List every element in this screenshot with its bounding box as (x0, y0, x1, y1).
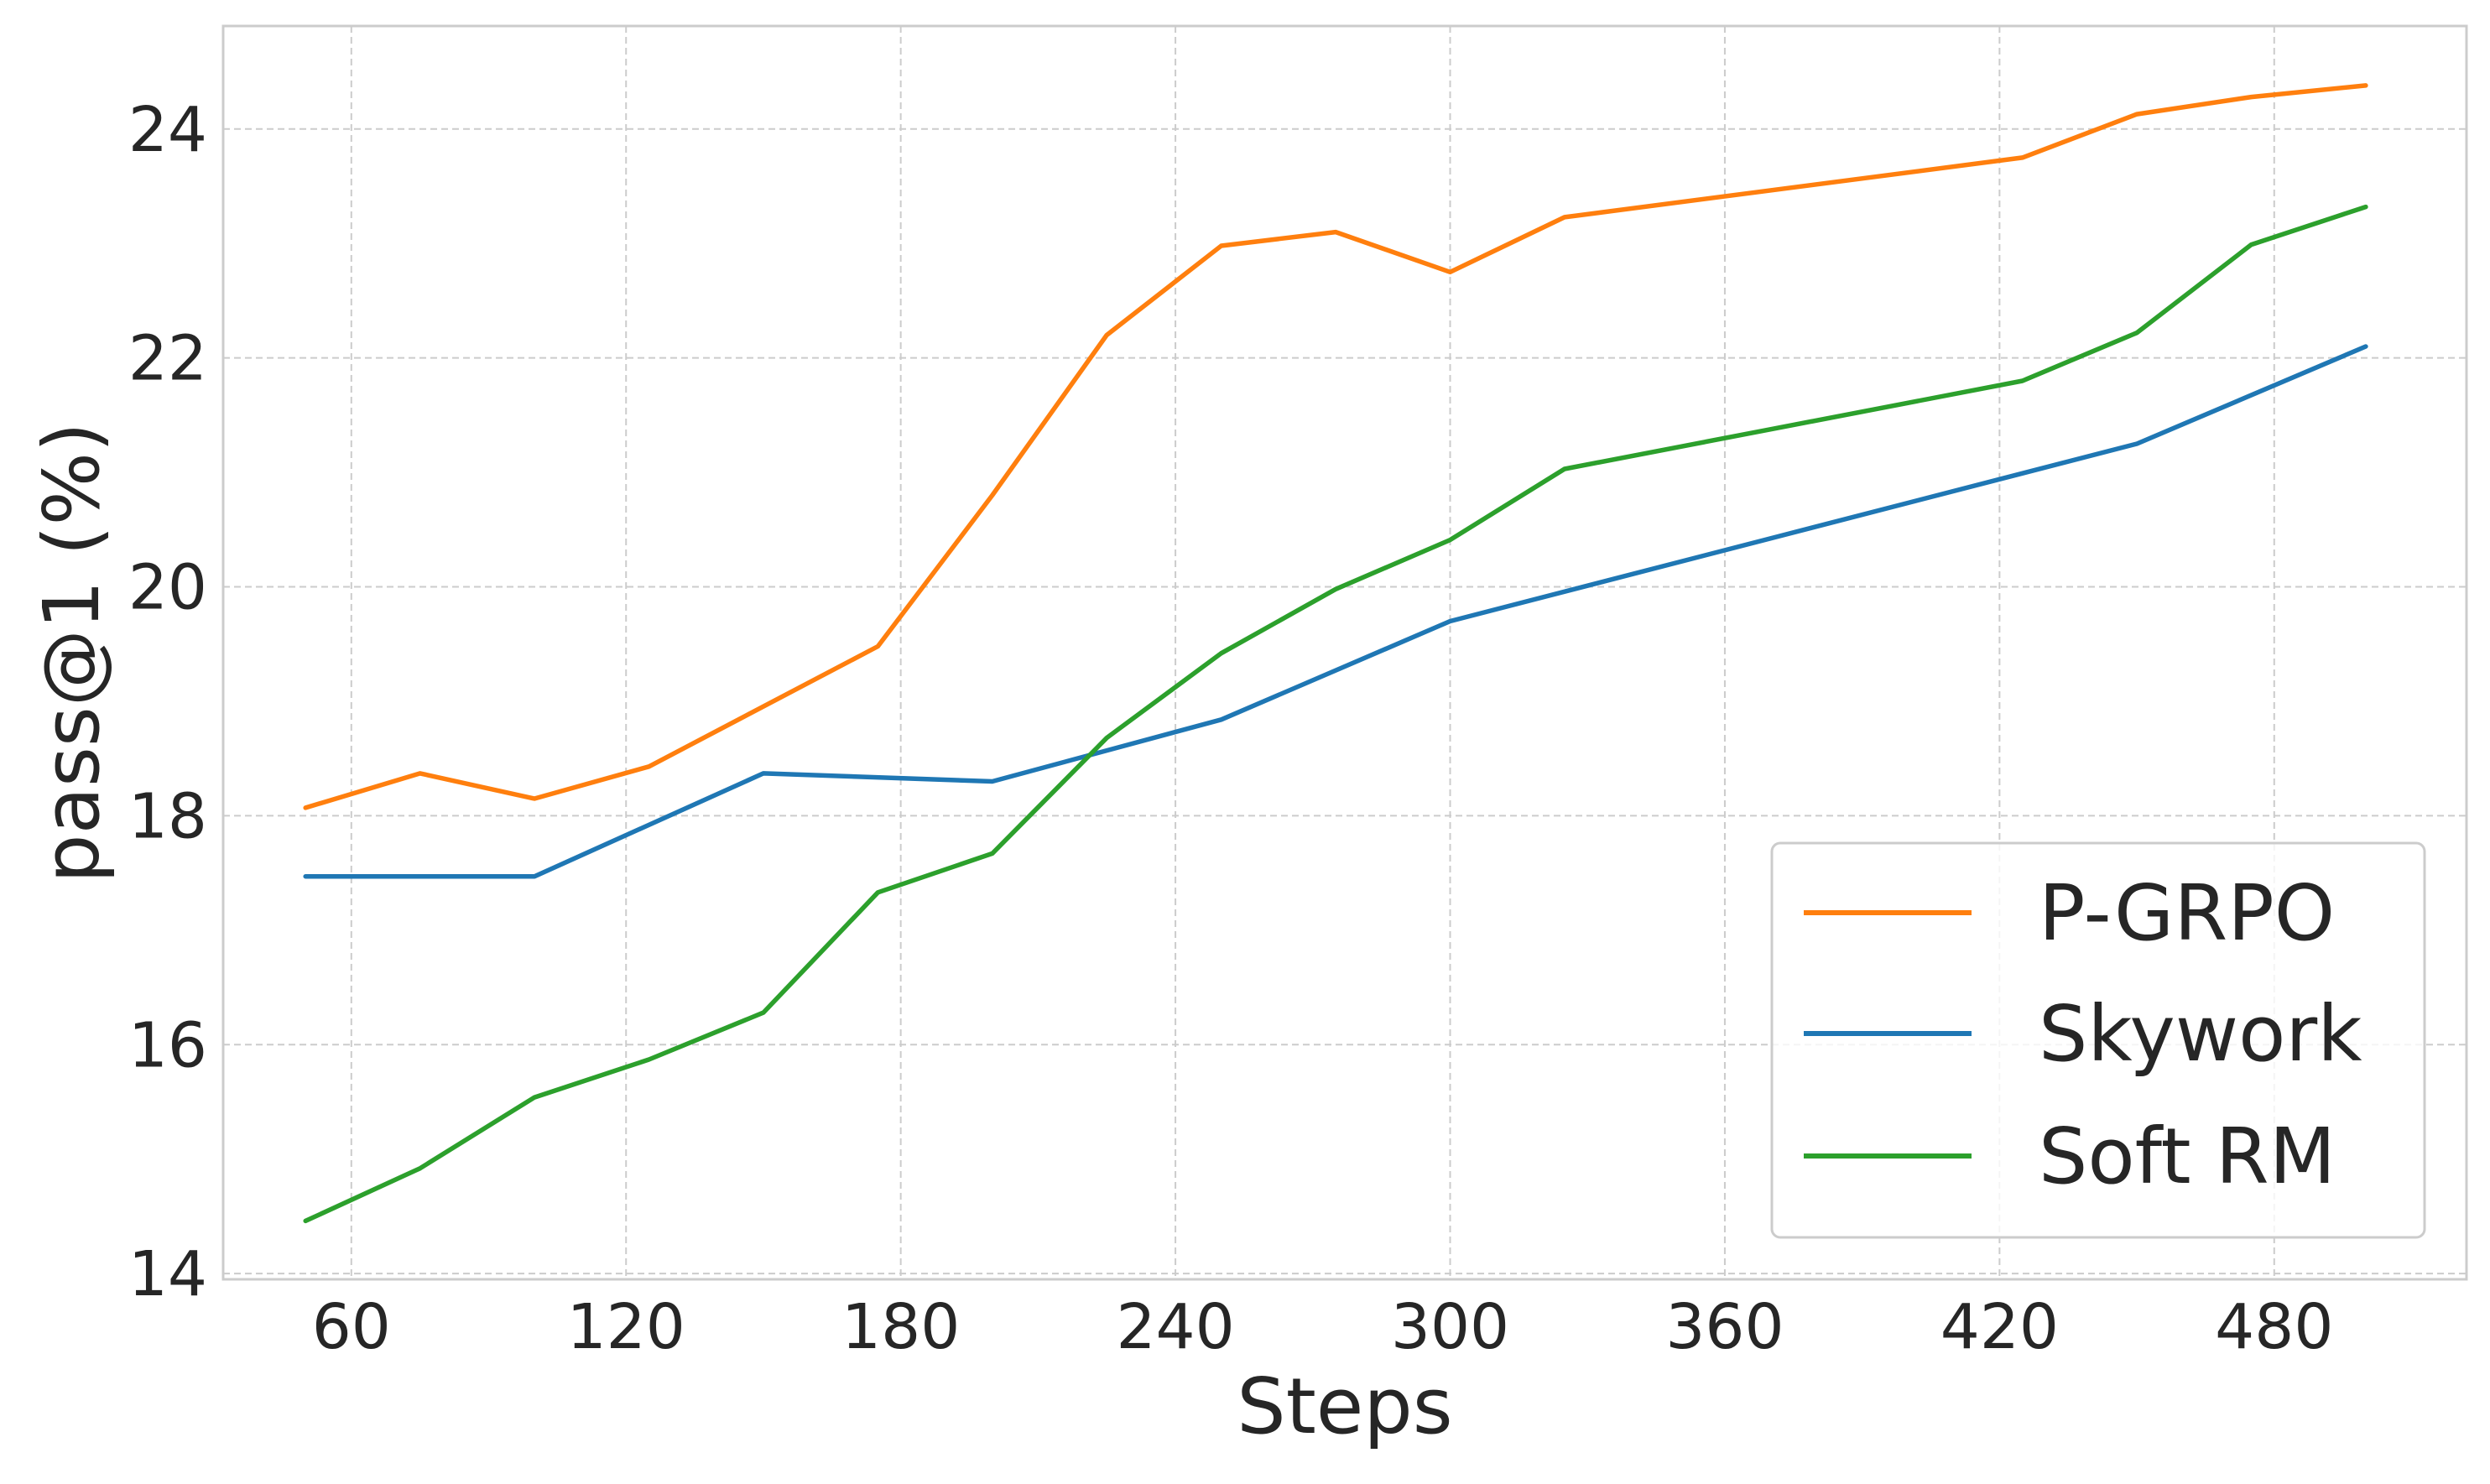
series-line-skywork (303, 344, 2368, 879)
x-tick-label: 180 (841, 1291, 960, 1363)
x-axis-label: Steps (1237, 1362, 1452, 1451)
series-line-p-grpo (303, 83, 2368, 810)
y-tick-label: 22 (128, 323, 207, 395)
x-tick-label: 480 (2215, 1291, 2333, 1363)
series-line-soft-rm (303, 204, 2368, 1224)
plot-frame (221, 24, 2468, 1281)
y-tick-label: 18 (128, 780, 207, 852)
legend: P-GRPO Skywork Soft RM (1770, 841, 2426, 1239)
x-tick-label: 60 (312, 1291, 391, 1363)
y-tick-label: 14 (128, 1238, 207, 1310)
x-tick-label: 360 (1665, 1291, 1784, 1363)
x-tick-label: 240 (1116, 1291, 1234, 1363)
series-lines (303, 83, 2368, 1224)
y-tick-label: 20 (128, 552, 207, 624)
legend-label: P-GRPO (2039, 868, 2335, 958)
y-tick-label: 24 (128, 94, 207, 166)
tick-labels: 60 120 180 240 300 360 420 480 14 16 18 20 22 24 (128, 94, 2334, 1363)
legend-items: P-GRPO Skywork Soft RM (1804, 868, 2362, 1201)
legend-label: Skywork (2039, 989, 2362, 1079)
legend-label: Soft RM (2039, 1112, 2336, 1201)
y-axis-label: pass@1 (%) (27, 422, 117, 883)
x-tick-label: 420 (1940, 1291, 2059, 1363)
x-tick-label: 300 (1391, 1291, 1509, 1363)
legend-box (1770, 841, 2426, 1239)
y-tick-label: 16 (128, 1009, 207, 1081)
x-tick-label: 120 (567, 1291, 685, 1363)
